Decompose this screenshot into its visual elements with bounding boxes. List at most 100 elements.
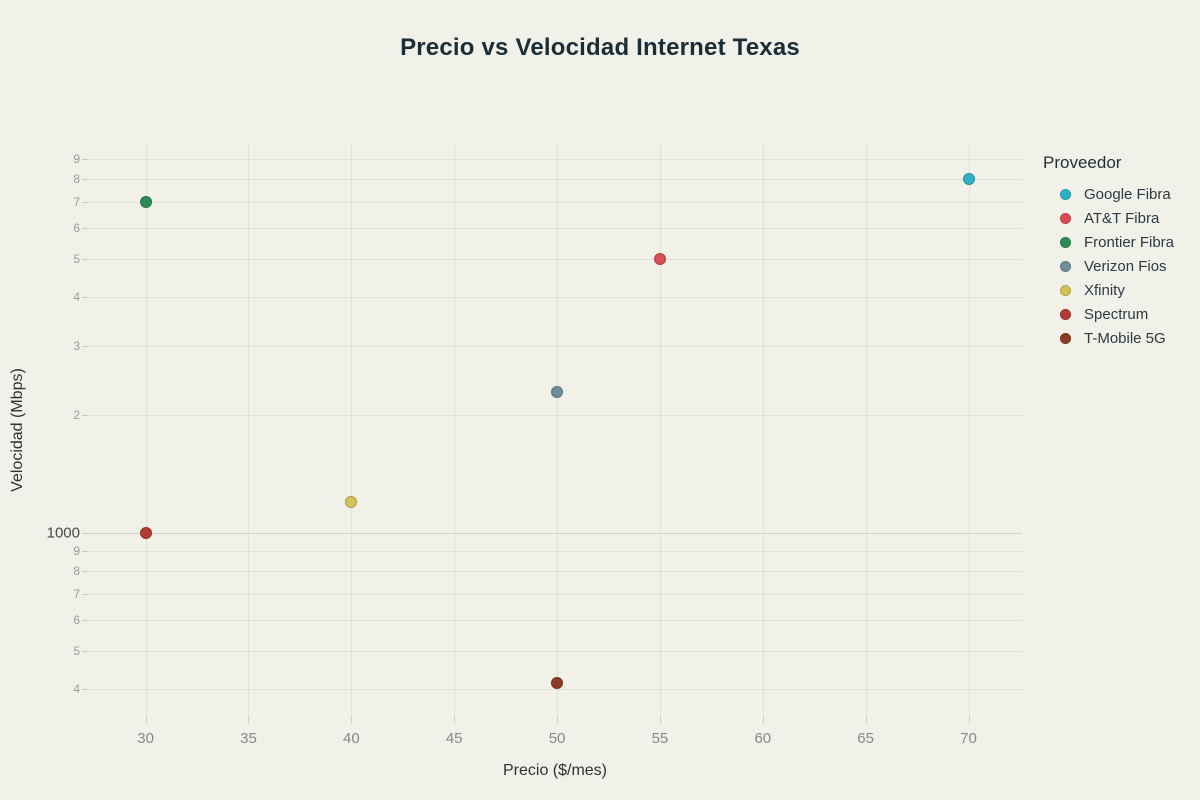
- y-tick-label: 6: [73, 221, 80, 236]
- legend-swatch-icon: [1060, 212, 1071, 224]
- y-tick-label: 7: [73, 195, 80, 210]
- y-gridline: [88, 159, 1022, 161]
- y-tick-label: 5: [73, 252, 80, 267]
- legend-items: Google Fibra AT&T Fibra Frontier Fibra Veri…: [1043, 182, 1174, 350]
- legend-item[interactable]: Frontier Fibra: [1043, 230, 1174, 254]
- x-tick-label: 60: [754, 730, 772, 747]
- y-tick-label: 2: [73, 408, 80, 423]
- data-point-google-fibra[interactable]: [962, 173, 975, 186]
- legend-swatch-icon: [1060, 284, 1071, 296]
- data-point-spectrum[interactable]: [139, 527, 152, 540]
- legend-item[interactable]: AT&T Fibra: [1043, 206, 1174, 230]
- chart-title: Precio vs Velocidad Internet Texas: [400, 34, 800, 61]
- legend-item-label: Frontier Fibra: [1084, 233, 1175, 251]
- y-gridline: [88, 571, 1022, 573]
- x-tick-mark: [351, 717, 353, 723]
- legend-swatch-icon: [1060, 188, 1071, 200]
- y-gridline: [88, 533, 1022, 535]
- x-axis-title: Precio ($/mes): [502, 762, 608, 779]
- data-point-xfinity[interactable]: [345, 496, 358, 509]
- legend-swatch-icon: [1060, 260, 1071, 272]
- x-gridline: [248, 143, 250, 717]
- legend-item-label: Google Fibra: [1084, 185, 1171, 203]
- y-tick-label: 5: [73, 644, 80, 659]
- y-tick-mark: [82, 571, 88, 573]
- y-tick-label: 8: [73, 172, 80, 187]
- data-point-frontier-fibra[interactable]: [139, 196, 152, 209]
- y-tick-mark: [82, 689, 88, 691]
- y-tick-mark: [82, 415, 88, 417]
- x-tick-label: 40: [342, 730, 360, 747]
- legend-item-label: Spectrum: [1084, 305, 1149, 323]
- y-gridline: [88, 202, 1022, 204]
- x-tick-label: 50: [548, 730, 566, 747]
- y-tick-label: 9: [73, 152, 80, 167]
- legend-item-label: T-Mobile 5G: [1084, 329, 1166, 347]
- x-tick-label: 45: [445, 730, 463, 747]
- x-tick-mark: [762, 717, 764, 723]
- legend-swatch-icon: [1060, 236, 1071, 248]
- y-gridline: [88, 228, 1022, 230]
- y-gridline: [88, 415, 1022, 417]
- y-axis-title: Velocidad (Mbps): [9, 368, 26, 492]
- x-tick-mark: [145, 717, 147, 723]
- y-tick-mark: [82, 346, 88, 348]
- y-gridline: [88, 179, 1022, 181]
- legend: Proveedor Google Fibra AT&T Fibra Frontier…: [1043, 153, 1174, 350]
- y-tick-mark: [82, 179, 88, 181]
- legend-title: Proveedor: [1043, 153, 1122, 172]
- x-gridline: [557, 143, 559, 717]
- y-gridline: [88, 551, 1022, 553]
- x-tick-label: 35: [240, 730, 257, 747]
- y-gridline: [88, 297, 1022, 299]
- x-tick-mark: [968, 717, 970, 723]
- legend-item-label: Verizon Fios: [1084, 257, 1167, 275]
- y-tick-label: 4: [73, 682, 80, 697]
- x-tick-label: 55: [651, 730, 669, 747]
- y-gridline: [88, 689, 1022, 691]
- legend-swatch-icon: [1060, 308, 1071, 320]
- legend-item[interactable]: Spectrum: [1043, 302, 1174, 326]
- y-tick-mark: [82, 259, 88, 261]
- y-tick-label: 7: [73, 587, 80, 602]
- x-gridline: [968, 143, 970, 717]
- y-tick-mark: [82, 594, 88, 596]
- x-tick-mark: [454, 717, 456, 723]
- legend-item[interactable]: Google Fibra: [1043, 182, 1174, 206]
- legend-item[interactable]: Verizon Fios: [1043, 254, 1174, 278]
- legend-item-label: AT&T Fibra: [1084, 209, 1160, 227]
- y-tick-mark: [82, 228, 88, 230]
- y-tick-mark: [82, 651, 88, 653]
- data-point-verizon-fios[interactable]: [551, 385, 564, 398]
- y-tick-mark: [82, 297, 88, 299]
- y-tick-mark: [82, 620, 88, 622]
- y-gridline: [88, 346, 1022, 348]
- x-tick-mark: [865, 717, 867, 723]
- plot-area: [88, 143, 1022, 717]
- y-gridline: [88, 620, 1022, 622]
- y-tick-label: 8: [73, 564, 80, 579]
- y-tick-mark: [82, 202, 88, 204]
- legend-item[interactable]: T-Mobile 5G: [1043, 326, 1174, 350]
- y-tick-label: 4: [73, 290, 80, 305]
- x-tick-mark: [248, 717, 250, 723]
- y-tick-mark: [82, 551, 88, 553]
- data-point-at-t-fibra[interactable]: [653, 253, 666, 266]
- x-gridline: [454, 143, 456, 717]
- legend-item-label: Xfinity: [1084, 281, 1125, 299]
- x-gridline: [659, 143, 661, 717]
- y-tick-label: 3: [73, 339, 80, 354]
- x-gridline: [351, 143, 353, 717]
- x-gridline: [145, 143, 147, 717]
- data-point-t-mobile-5g[interactable]: [551, 677, 564, 690]
- y-tick-mark: [82, 159, 88, 161]
- x-tick-mark: [659, 717, 661, 723]
- x-gridline: [865, 143, 867, 717]
- y-tick-label: 1000: [46, 524, 80, 542]
- x-tick-label: 70: [960, 730, 977, 747]
- y-gridline: [88, 594, 1022, 596]
- legend-item[interactable]: Xfinity: [1043, 278, 1174, 302]
- y-tick-mark: [82, 533, 88, 535]
- y-gridline: [88, 651, 1022, 653]
- y-tick-label: 6: [73, 613, 80, 628]
